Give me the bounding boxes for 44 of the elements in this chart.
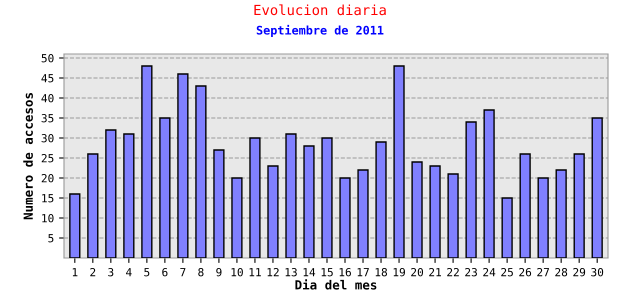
y-tick-label: 10 (42, 214, 54, 222)
x-tick-label: 16 (340, 268, 351, 276)
x-tick-label: 26 (519, 268, 532, 276)
y-tick-label: 15 (42, 194, 54, 202)
x-tick-label: 29 (573, 268, 586, 276)
y-tick-label: 30 (42, 134, 54, 142)
x-tick-label: 12 (268, 268, 279, 276)
x-tick-label: 1 (72, 268, 78, 276)
x-tick-label: 15 (322, 268, 333, 276)
x-tick-label: 18 (376, 268, 388, 276)
x-tick-label: 20 (411, 268, 424, 276)
x-tick-label: 9 (216, 268, 222, 276)
x-tick-label: 4 (126, 268, 132, 276)
x-axis-title: Dia del mes (295, 279, 376, 290)
x-tick-label: 8 (198, 268, 204, 276)
x-tick-label: 6 (162, 268, 168, 276)
x-tick-label: 17 (358, 268, 369, 276)
x-tick-label: 14 (304, 268, 316, 276)
chart-subtitle: Septiembre de 2011 (256, 24, 384, 37)
x-tick-label: 23 (465, 268, 477, 276)
x-tick-label: 11 (250, 268, 261, 276)
y-tick-label: 45 (41, 74, 54, 82)
x-tick-label: 24 (483, 268, 496, 276)
x-tick-label: 13 (286, 268, 297, 276)
chart-title: Evolucion diaria (254, 4, 386, 16)
x-tick-label: 2 (90, 268, 96, 276)
x-tick-label: 22 (447, 268, 459, 276)
y-tick-label: 50 (42, 54, 54, 62)
y-axis-title: Numero de accesos (23, 93, 33, 220)
y-tick-label: 20 (42, 174, 54, 182)
y-tick-label: 5 (48, 234, 54, 242)
y-tick-label: 25 (42, 154, 54, 162)
x-tick-label: 21 (429, 268, 442, 276)
x-tick-label: 28 (555, 268, 568, 276)
x-tick-label: 10 (232, 268, 243, 276)
x-tick-label: 19 (394, 268, 405, 276)
y-tick-label: 40 (41, 94, 54, 102)
y-tick-label: 35 (42, 114, 54, 122)
x-tick-label: 7 (180, 268, 186, 276)
x-tick-label: 25 (501, 268, 513, 276)
x-tick-label: 3 (108, 268, 114, 276)
x-tick-label: 5 (144, 268, 150, 276)
x-tick-label: 27 (537, 268, 550, 276)
x-tick-label: 30 (591, 268, 604, 276)
